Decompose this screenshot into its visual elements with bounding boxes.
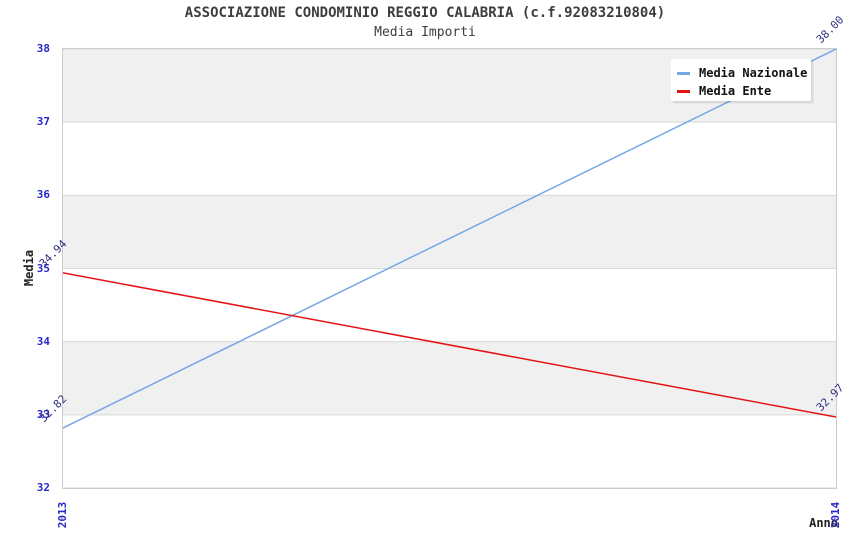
- media-nazionale-line-swatch: [677, 71, 690, 75]
- y-tick-label: 38: [36, 42, 50, 55]
- y-tick-label: 34: [36, 334, 50, 348]
- y-tick-label: 33: [36, 407, 50, 421]
- media-ente-line-swatch: [677, 89, 690, 93]
- legend: Media Nazionale Media Ente: [671, 59, 811, 101]
- grid-band: [63, 341, 836, 415]
- y-tick-label: 32: [36, 481, 50, 494]
- y-tick-label: 36: [36, 188, 50, 202]
- legend-label-media-ente: Media Ente: [699, 84, 772, 98]
- legend-item-media-nazionale: Media Nazionale: [677, 64, 811, 82]
- chart-title: ASSOCIAZIONE CONDOMINIO REGGIO CALABRIA …: [184, 5, 666, 21]
- x-tick-label: 2014: [829, 501, 842, 529]
- x-axis-title: Anno: [809, 516, 838, 530]
- legend-item-media-ente: Media Ente: [677, 82, 811, 100]
- series-line-0: [63, 49, 836, 429]
- line-chart-svg: [63, 49, 836, 488]
- series-line-1: [63, 272, 836, 418]
- legend-label-media-nazionale: Media Nazionale: [699, 66, 808, 80]
- grid-band: [63, 195, 836, 269]
- chart-subtitle: Media Importi: [374, 25, 476, 40]
- plot-area: [62, 48, 837, 489]
- y-tick-label: 37: [36, 115, 50, 129]
- y-tick-label: 35: [36, 261, 50, 275]
- x-tick-label: 2013: [56, 501, 69, 529]
